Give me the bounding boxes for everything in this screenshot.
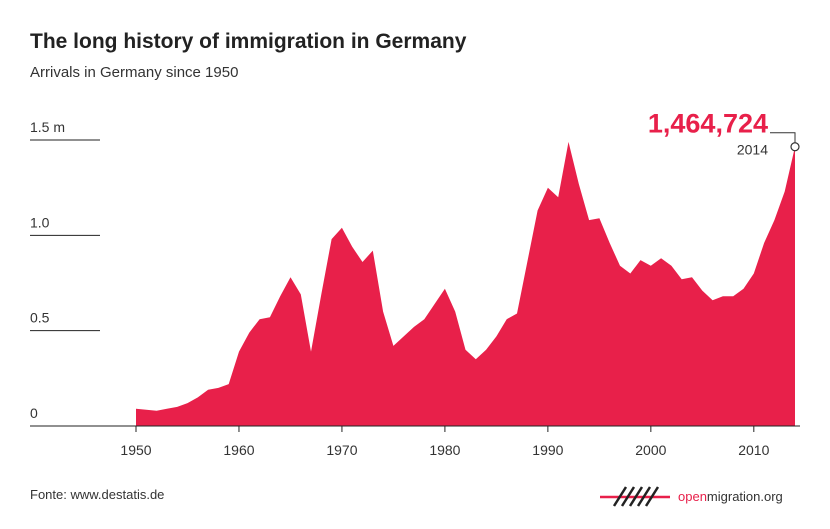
annotation-leader-line [770, 132, 796, 143]
peak-year-label: 2014 [737, 142, 768, 158]
brand-logo[interactable]: openmigration.org [600, 484, 783, 508]
y-tick-label: 1.0 [30, 214, 50, 230]
openmigration-logo-icon [600, 486, 670, 507]
chart-subtitle: Arrivals in Germany since 1950 [30, 64, 239, 81]
source-note: Fonte: www.destatis.de [30, 487, 165, 502]
y-tick-label: 0.5 [30, 310, 50, 326]
peak-marker [790, 142, 800, 152]
x-tick-label: 2010 [738, 442, 769, 458]
x-tick-label: 2000 [635, 442, 666, 458]
x-tick-layer: 1950 1960 1970 1980 1990 2000 2010 [120, 426, 770, 458]
brand-prefix: open [678, 488, 707, 504]
annotation-layer: 1,464,724 2014 [648, 109, 800, 158]
x-tick-label: 1990 [532, 442, 563, 458]
brand-suffix: migration.org [706, 488, 783, 504]
peak-value-label: 1,464,724 [648, 109, 768, 139]
x-tick-label: 1970 [326, 442, 357, 458]
y-tick-label: 1.5 m [30, 119, 65, 135]
grid-layer: 0 0.5 1.0 1.5 m [30, 119, 100, 421]
x-tick-label: 1960 [223, 442, 254, 458]
brand-name: openmigration.org [678, 489, 783, 504]
y-tick-label: 0 [30, 405, 38, 421]
x-tick-label: 1950 [120, 442, 151, 458]
x-tick-label: 1980 [429, 442, 460, 458]
chart-title: The long history of immigration in Germa… [30, 30, 467, 53]
immigration-area [136, 141, 795, 426]
